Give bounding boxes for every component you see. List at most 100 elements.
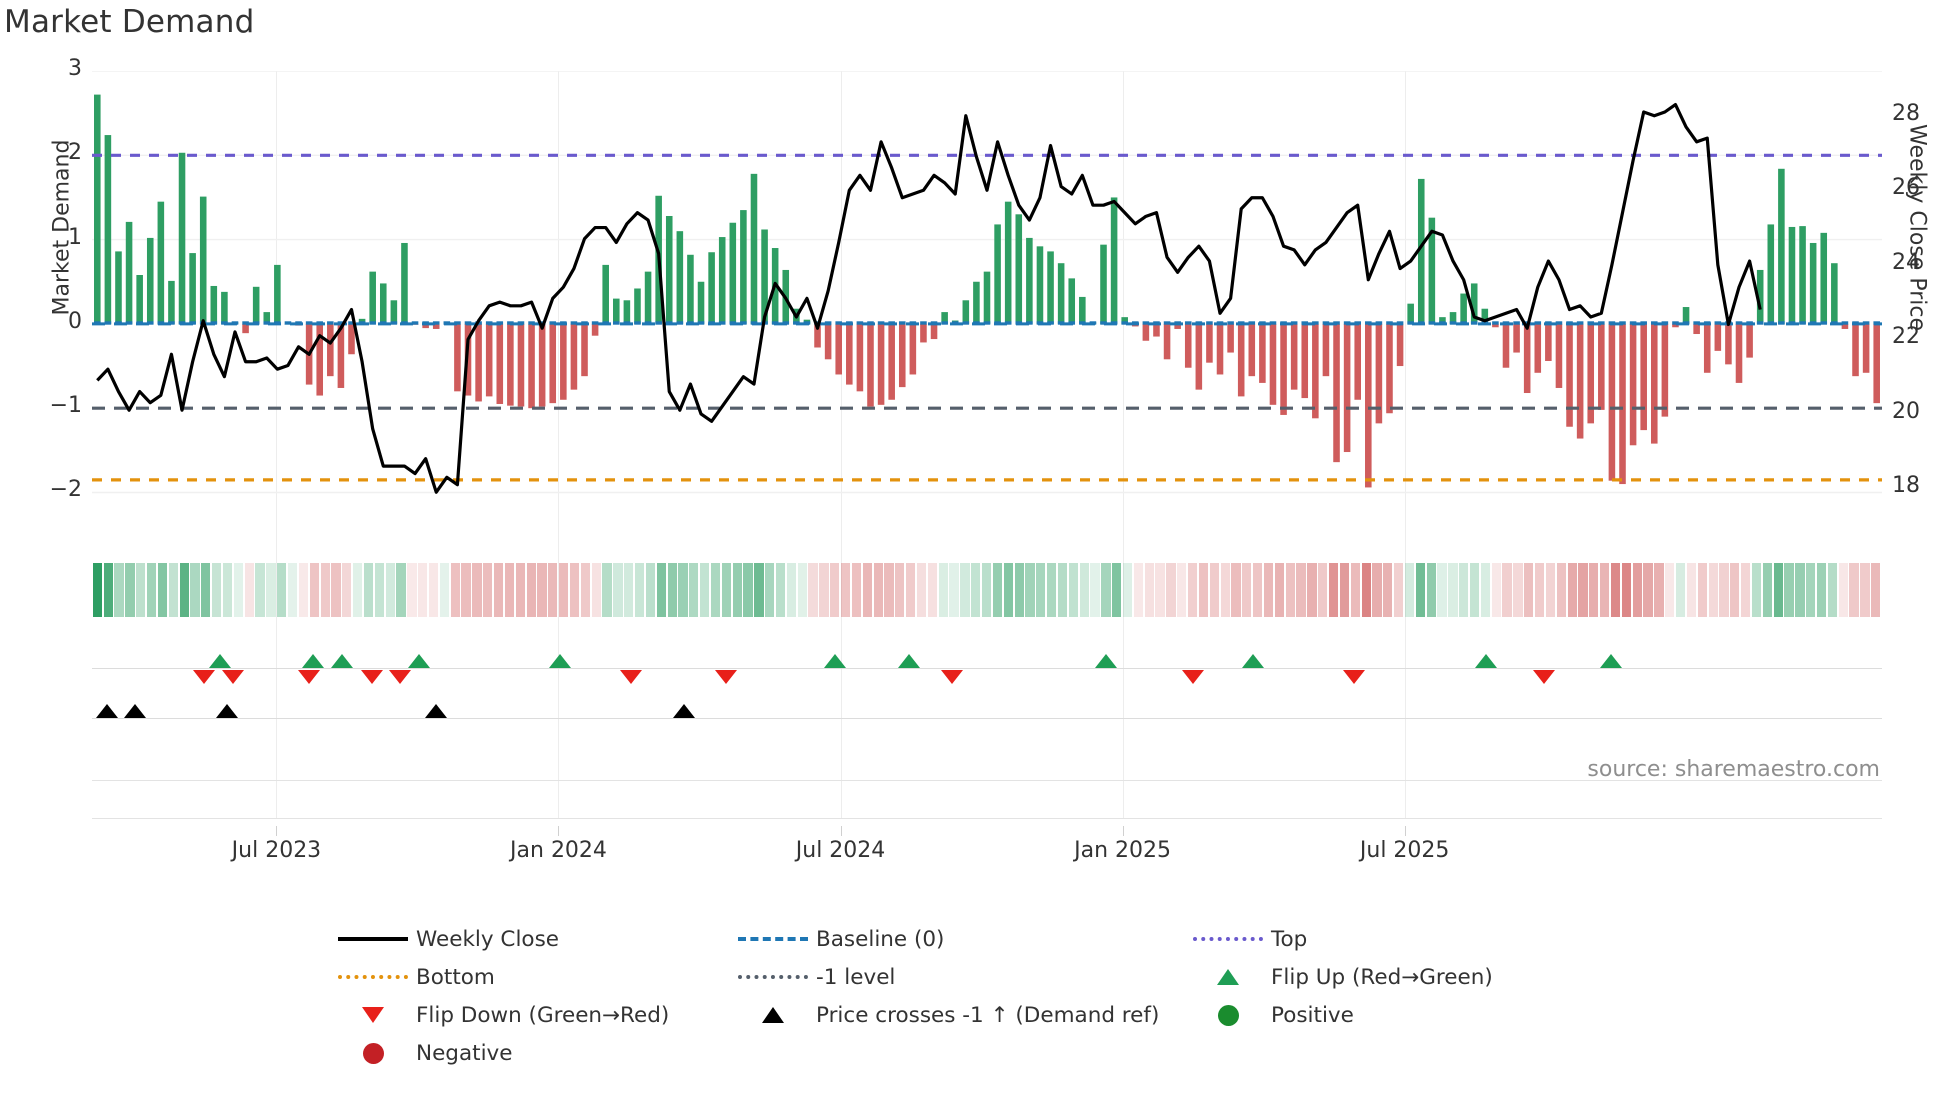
heat-cell [266,563,276,617]
legend-item[interactable]: Bottom [330,958,730,996]
baseline-cap [1142,321,1150,325]
y2-axis-ticks: 28 26 24 22 20 18 [1892,71,1960,522]
baseline-cap [327,321,334,325]
legend-item[interactable]: Flip Down (Green→Red) [330,996,730,1034]
demand-bar [1301,323,1309,399]
baseline-cap [263,321,271,325]
heat-cell [222,563,233,617]
demand-bar [1492,323,1499,328]
baseline-cap [1862,321,1870,325]
heat-cell [374,563,384,617]
heat-cell [1469,563,1480,617]
price-cross-key-icon [762,1007,784,1023]
heat-cell [331,563,341,617]
baseline-cap [104,321,112,325]
demand-bar [454,323,461,392]
baseline-cap [1555,321,1563,325]
demand-bar [1439,317,1446,324]
heat-cell [710,563,721,617]
heat-cell [179,563,189,617]
heat-cell [1545,563,1556,617]
heat-cell [1047,563,1057,617]
demand-bar [1481,308,1489,324]
heat-cell [1404,563,1415,617]
baseline-cap [1534,321,1542,325]
demand-bar [369,271,376,324]
demand-bar [697,281,705,324]
legend-item[interactable]: Flip Up (Red→Green) [1185,958,1615,996]
heat-cell [190,563,200,617]
baseline-cap [1799,321,1806,325]
legend-item[interactable]: -1 level [730,958,1185,996]
demand-bar [1852,323,1859,377]
demand-bar [1026,237,1033,324]
baseline-cap [1672,321,1679,325]
baseline-cap [1100,321,1107,325]
legend-item[interactable]: Weekly Close [330,920,730,958]
heat-cell [927,563,938,617]
flip-up-marker [209,654,231,668]
heat-cell [450,563,460,617]
demand-bar [1047,251,1054,324]
legend-item[interactable]: Positive [1185,996,1615,1034]
legend-row: Negative [330,1034,1630,1072]
demand-bar [1809,242,1817,324]
demand-bar [1153,323,1160,337]
heat-cell [1003,563,1013,617]
baseline-cap [1428,321,1436,325]
heat-cell [981,563,992,617]
legend-item[interactable]: Price crosses -1 ↑ (Demand ref) [730,996,1185,1034]
demand-bar [528,323,535,409]
baseline-cap [1778,321,1785,325]
legend-item[interactable]: Negative [330,1034,730,1072]
flip-lane-rule [92,668,1882,669]
heat-cell [1274,563,1285,617]
heat-cell [775,563,786,617]
baseline-cap [411,321,419,325]
heat-cell [1480,563,1491,617]
demand-bar [316,323,324,396]
flip-up-marker [1095,654,1118,668]
demand-bar [1206,323,1213,363]
y2-tick-label: 22 [1892,324,1920,350]
heat-cell [212,563,222,617]
baseline-cap [1756,321,1764,325]
baseline-cap [697,321,705,325]
demand-bar [1555,323,1563,388]
heat-cell [157,563,168,617]
heat-cell [1285,563,1295,617]
legend-item[interactable]: Top [1185,920,1615,958]
heat-cell [1242,563,1252,617]
legend-label: Top [1271,926,1308,952]
heat-cell [786,563,797,617]
demand-bar [591,323,599,336]
baseline-cap [284,321,292,325]
price-cross-marker [96,704,119,718]
heat-cell [396,563,406,617]
demand-bar [877,323,885,405]
x-tick-mark [558,826,560,836]
demand-bar [1100,244,1107,324]
heat-cell [884,563,894,617]
baseline-cap [1184,321,1192,325]
flip-up-marker [330,654,353,668]
baseline-cap [125,321,133,325]
demand-bar [920,323,927,343]
source-attribution: source: sharemaestro.com [1587,757,1880,782]
demand-bar [1163,323,1171,360]
y2-tick-label: 26 [1892,175,1920,201]
heat-cell [515,563,525,617]
demand-bar [1184,323,1192,368]
heat-cell [862,563,872,617]
heat-cell [819,563,829,617]
x-tick-label: Jul 2023 [231,838,322,863]
demand-bar [475,323,482,402]
legend-label: Baseline (0) [816,926,945,952]
price-cross-marker [215,704,238,718]
demand-bar [1079,296,1086,324]
demand-bar [824,323,832,360]
demand-bar [623,300,631,324]
legend-item[interactable]: Baseline (0) [730,920,1185,958]
legend-label: -1 level [816,964,896,990]
demand-bar [888,323,895,400]
